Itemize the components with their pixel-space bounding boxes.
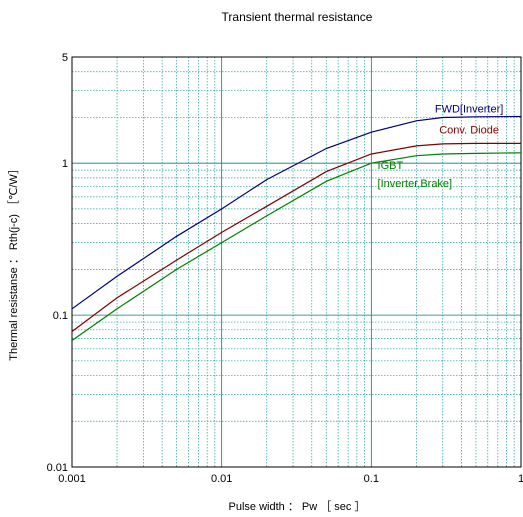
- chart-title: Transient thermal resistance: [222, 10, 373, 24]
- grid: [72, 57, 521, 467]
- series-line-1: [71, 142, 521, 332]
- y-tick-label: 1: [62, 158, 68, 170]
- x-tick-label: 0.1: [364, 473, 379, 485]
- y-tick-label: 0.01: [47, 462, 68, 474]
- x-tick-label: 0.01: [211, 473, 232, 485]
- x-tick-label: 0.001: [58, 473, 86, 485]
- series-group: [71, 115, 522, 341]
- y-axis-title: Thermal resistanse ： Rth(j-c) ［℃/W］: [7, 163, 20, 361]
- series-line-2: [71, 152, 522, 341]
- tick-labels: 0.001 0.01 0.1 10.010.115: [47, 52, 523, 485]
- series-line-0: [71, 115, 522, 310]
- series-label-2: IGBT: [378, 160, 404, 172]
- series-label-0: FWD[Inverter]: [435, 103, 503, 115]
- x-axis-title: Pulse width ： Pw ［ sec ］: [229, 500, 366, 513]
- series-label-1: Conv. Diode: [439, 124, 499, 136]
- series-labels: FWD[Inverter] Conv. Diode IGBT [Inverter,Br…: [378, 103, 504, 189]
- y-tick-label: 0.1: [53, 310, 68, 322]
- plot-area: [71, 56, 522, 468]
- series-label-2: [Inverter,Brake]: [378, 178, 453, 190]
- x-tick-label: 1: [518, 473, 523, 485]
- y-tick-label: 5: [62, 52, 68, 64]
